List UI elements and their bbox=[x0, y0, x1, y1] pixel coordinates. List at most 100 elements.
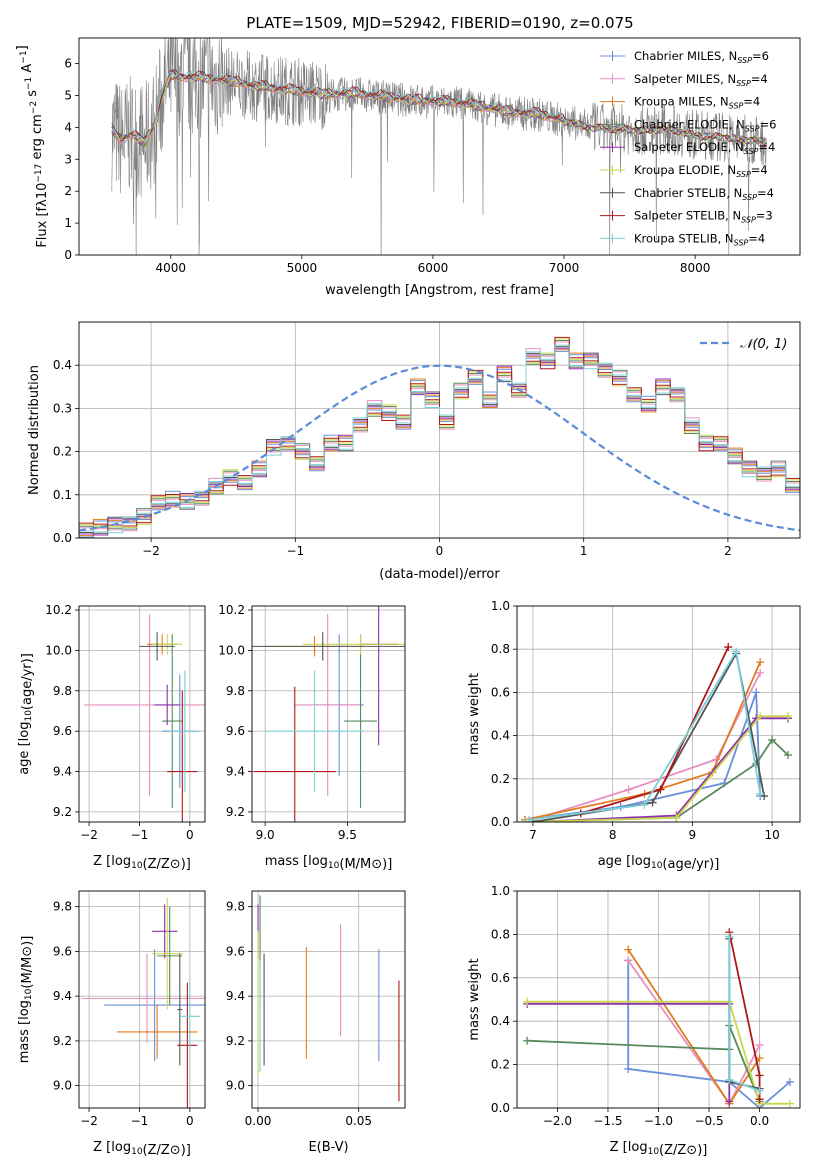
axes-frame bbox=[516, 605, 801, 823]
x-tick-label: 6000 bbox=[418, 261, 449, 275]
y-tick-label: 9.0 bbox=[53, 1079, 72, 1093]
y-tick-label: 9.8 bbox=[226, 684, 245, 698]
marker-salpeter-miles bbox=[624, 956, 633, 965]
legend-entry: Salpeter MILES, NSSP=4 bbox=[634, 72, 768, 88]
x-tick-label: 9.0 bbox=[256, 828, 275, 842]
y-tick-label: 9.6 bbox=[226, 944, 245, 958]
x-axis-label: Z [log10(Z/Z⊙)] bbox=[610, 1140, 708, 1158]
marker-chabrier-elodie bbox=[784, 751, 793, 760]
marker-kroupa-elodie bbox=[523, 997, 532, 1006]
y-tick-label: 0.2 bbox=[53, 445, 72, 459]
x-tick-label: −2 bbox=[142, 544, 160, 558]
mass-vs-extinction-panel: 0.00 0.05 9.0 9.2 9.4 9.6 9.8 E(B-V) bbox=[226, 890, 406, 1155]
x-tick-label: −1 bbox=[131, 828, 149, 842]
marker-chabrier-miles bbox=[752, 688, 761, 697]
series-line-chabrier-elodie bbox=[527, 1025, 761, 1102]
y-tick-label: 3 bbox=[64, 152, 72, 166]
legend-entry: Kroupa STELIB, NSSP=4 bbox=[634, 231, 765, 247]
y-tick-label: 0.4 bbox=[491, 729, 510, 743]
x-tick-label: 8000 bbox=[680, 261, 711, 275]
error-bars bbox=[81, 897, 205, 1108]
series-line-kroupa-miles bbox=[524, 661, 761, 821]
y-tick-label: 1.0 bbox=[491, 599, 510, 613]
marker-salpeter-miles bbox=[755, 1041, 764, 1050]
x-tick-label: 7000 bbox=[549, 261, 580, 275]
observed-spectrum bbox=[111, 38, 768, 255]
legend-entry: Chabrier MILES, NSSP=6 bbox=[634, 49, 769, 65]
y-tick-label: 9.8 bbox=[226, 900, 245, 914]
x-tick-label: 0.05 bbox=[345, 1114, 372, 1128]
age-vs-metallicity-panel: −2 −1 0 9.2 9.4 9.6 9.8 10.0 10.2 Z [log10(Z/Z⊙)]… bbox=[17, 603, 206, 872]
x-tick-label: −1 bbox=[286, 544, 304, 558]
axes-frame bbox=[251, 605, 406, 823]
y-tick-label: 9.8 bbox=[53, 684, 72, 698]
y-tick-label: 0.2 bbox=[491, 772, 510, 786]
mass-vs-metallicity-panel: −2 −1 0 9.0 9.2 9.4 9.6 9.8 Z [log10(Z/Z⊙)] mass … bbox=[17, 890, 206, 1158]
series-line-kroupa-miles bbox=[627, 949, 761, 1106]
y-tick-label: 5 bbox=[64, 88, 72, 102]
series-lines bbox=[520, 643, 793, 822]
y-tick-label: 9.8 bbox=[53, 900, 72, 914]
marker-salpeter-miles bbox=[756, 668, 765, 677]
x-tick-label: 8 bbox=[609, 828, 617, 842]
x-tick-label: 9.5 bbox=[338, 828, 357, 842]
marker-salpeter-elodie bbox=[725, 1097, 734, 1106]
y-tick-label: 1.0 bbox=[491, 884, 510, 898]
x-tick-label: 0.0 bbox=[750, 1114, 769, 1128]
error-bars bbox=[84, 614, 205, 822]
model-spectrum-chabrier-elodie bbox=[111, 74, 767, 148]
y-tick-label: 0.2 bbox=[491, 1058, 510, 1072]
x-axis-label: E(B-V) bbox=[308, 1140, 348, 1155]
series-line-salpeter-elodie bbox=[532, 717, 788, 822]
x-axis-label: mass [log10(M/M⊙)] bbox=[265, 854, 393, 872]
normal-curve bbox=[79, 364, 800, 532]
x-tick-label: 0 bbox=[436, 544, 444, 558]
histograms bbox=[79, 336, 800, 538]
y-axis-label: Flux [fλ10−17 erg cm−2 s−1 A−1] bbox=[15, 45, 50, 247]
histogram-kroupa-miles bbox=[79, 349, 800, 538]
x-axis-label: Z [log10(Z/Z⊙)] bbox=[93, 1140, 191, 1158]
y-tick-label: 0.6 bbox=[491, 971, 510, 985]
y-tick-label: 10.0 bbox=[218, 643, 245, 657]
y-tick-label: 10.0 bbox=[45, 643, 72, 657]
x-tick-label: 0 bbox=[186, 1114, 194, 1128]
marker-salpeter-stelib bbox=[755, 1071, 764, 1080]
legend-entry: Salpeter STELIB, NSSP=3 bbox=[634, 209, 773, 225]
marker-kroupa-elodie bbox=[784, 712, 793, 721]
x-tick-label: 7 bbox=[529, 828, 537, 842]
series-line-kroupa-stelib bbox=[528, 648, 761, 821]
x-tick-label: −2 bbox=[80, 828, 98, 842]
model-spectrum-kroupa-elodie bbox=[111, 72, 767, 145]
x-axis-label: Z [log10(Z/Z⊙)] bbox=[93, 854, 191, 872]
y-tick-label: 2 bbox=[64, 184, 72, 198]
marker-kroupa-stelib bbox=[640, 800, 649, 809]
x-tick-label: −1.5 bbox=[593, 1114, 622, 1128]
series-line-kroupa-elodie bbox=[527, 1000, 790, 1105]
y-tick-label: 0.1 bbox=[53, 488, 72, 502]
y-tick-label: 0.8 bbox=[491, 642, 510, 656]
x-tick-label: 2 bbox=[724, 544, 732, 558]
x-tick-label: 5000 bbox=[287, 261, 318, 275]
mass-weight-vs-age-panel: 7 8 9 10 0.0 0.2 0.4 0.6 0.8 1.0 age [log10(age/yr… bbox=[467, 599, 801, 872]
x-tick-label: −1.0 bbox=[644, 1114, 673, 1128]
model-spectrum-kroupa-stelib bbox=[111, 70, 767, 145]
legend-entry: Chabrier STELIB, NSSP=4 bbox=[634, 186, 774, 202]
y-tick-label: 10.2 bbox=[218, 603, 245, 617]
y-tick-label: 6 bbox=[64, 57, 72, 71]
y-tick-label: 4 bbox=[64, 120, 72, 134]
marker-chabrier-elodie bbox=[523, 1036, 532, 1045]
axes-frame bbox=[78, 890, 206, 1109]
marker-kroupa-stelib bbox=[524, 815, 533, 822]
series-line-salpeter-miles bbox=[532, 672, 761, 821]
legend-entry: 𝒩(0, 1) bbox=[740, 337, 787, 352]
x-tick-label: 4000 bbox=[155, 261, 186, 275]
y-tick-label: 0.0 bbox=[53, 531, 72, 545]
marker-chabrier-elodie bbox=[768, 735, 777, 744]
y-tick-label: 9.4 bbox=[226, 989, 245, 1003]
series-line-kroupa-stelib bbox=[728, 936, 760, 1092]
y-tick-label: 0 bbox=[64, 248, 72, 262]
y-axis-label: mass [log10(M/M⊙)] bbox=[17, 936, 35, 1064]
axes-frame bbox=[78, 605, 206, 823]
error-bars bbox=[257, 895, 400, 1102]
